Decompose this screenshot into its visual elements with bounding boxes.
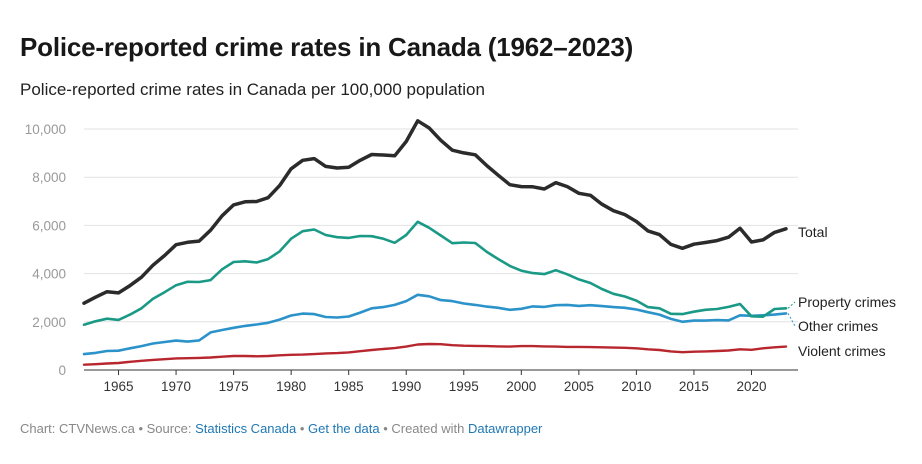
series-label-property-crimes: Property crimes xyxy=(798,294,896,310)
series-lines xyxy=(82,119,788,366)
series-line-other-crimes xyxy=(82,293,788,356)
series-labels: Total Property crimes Other crimes Violent … xyxy=(787,224,896,359)
x-tick-label: 2005 xyxy=(564,379,594,394)
y-tick-label: 0 xyxy=(58,363,66,378)
label-leader-line xyxy=(787,301,796,309)
y-tick-label: 6,000 xyxy=(32,218,66,233)
chart-subtitle: Police-reported crime rates in Canada pe… xyxy=(20,80,485,99)
footer-credit: Chart: CTVNews.ca • Source: xyxy=(20,421,196,436)
y-tick-label: 8,000 xyxy=(32,170,66,185)
series-label-other-crimes: Other crimes xyxy=(798,318,878,334)
x-tick-label: 1985 xyxy=(334,379,364,394)
series-line-total xyxy=(82,119,788,305)
x-tick-label: 1975 xyxy=(219,379,249,394)
x-tick-label: 2020 xyxy=(736,379,766,394)
x-tick-label: 1995 xyxy=(449,379,479,394)
footer-separator: • xyxy=(296,421,309,436)
x-tick-label: 2000 xyxy=(506,379,536,394)
y-tick-label: 2,000 xyxy=(32,315,66,330)
line-chart: 0 2,000 4,000 6,000 8,000 10,000 1965 1970 1975… xyxy=(25,119,896,394)
x-tick-label: 2010 xyxy=(621,379,651,394)
y-tick-label: 10,000 xyxy=(25,122,66,137)
y-axis: 0 2,000 4,000 6,000 8,000 10,000 xyxy=(25,122,66,378)
footer-created-with: • Created with xyxy=(379,421,468,436)
gridlines xyxy=(84,128,798,371)
x-tick-label: 1990 xyxy=(391,379,421,394)
series-line-property-crimes xyxy=(82,220,788,326)
x-tick-label: 1970 xyxy=(161,379,191,394)
get-data-link[interactable]: Get the data xyxy=(308,421,380,436)
chart-title: Police-reported crime rates in Canada (1… xyxy=(20,32,634,62)
x-tick-label: 1980 xyxy=(276,379,306,394)
x-tick-label: 1965 xyxy=(104,379,134,394)
series-label-violent-crimes: Violent crimes xyxy=(798,343,886,359)
chart-footer: Chart: CTVNews.ca • Source: Statistics C… xyxy=(20,421,542,436)
series-label-total: Total xyxy=(798,224,828,240)
label-leader-line xyxy=(787,313,796,327)
x-axis: 1965 1970 1975 1980 1985 1990 1995 2000 2005 2010… xyxy=(104,370,766,394)
series-line-violent-crimes xyxy=(82,342,788,366)
y-tick-label: 4,000 xyxy=(32,267,66,282)
x-tick-label: 2015 xyxy=(679,379,709,394)
source-link[interactable]: Statistics Canada xyxy=(195,421,297,436)
datawrapper-link[interactable]: Datawrapper xyxy=(467,421,543,436)
